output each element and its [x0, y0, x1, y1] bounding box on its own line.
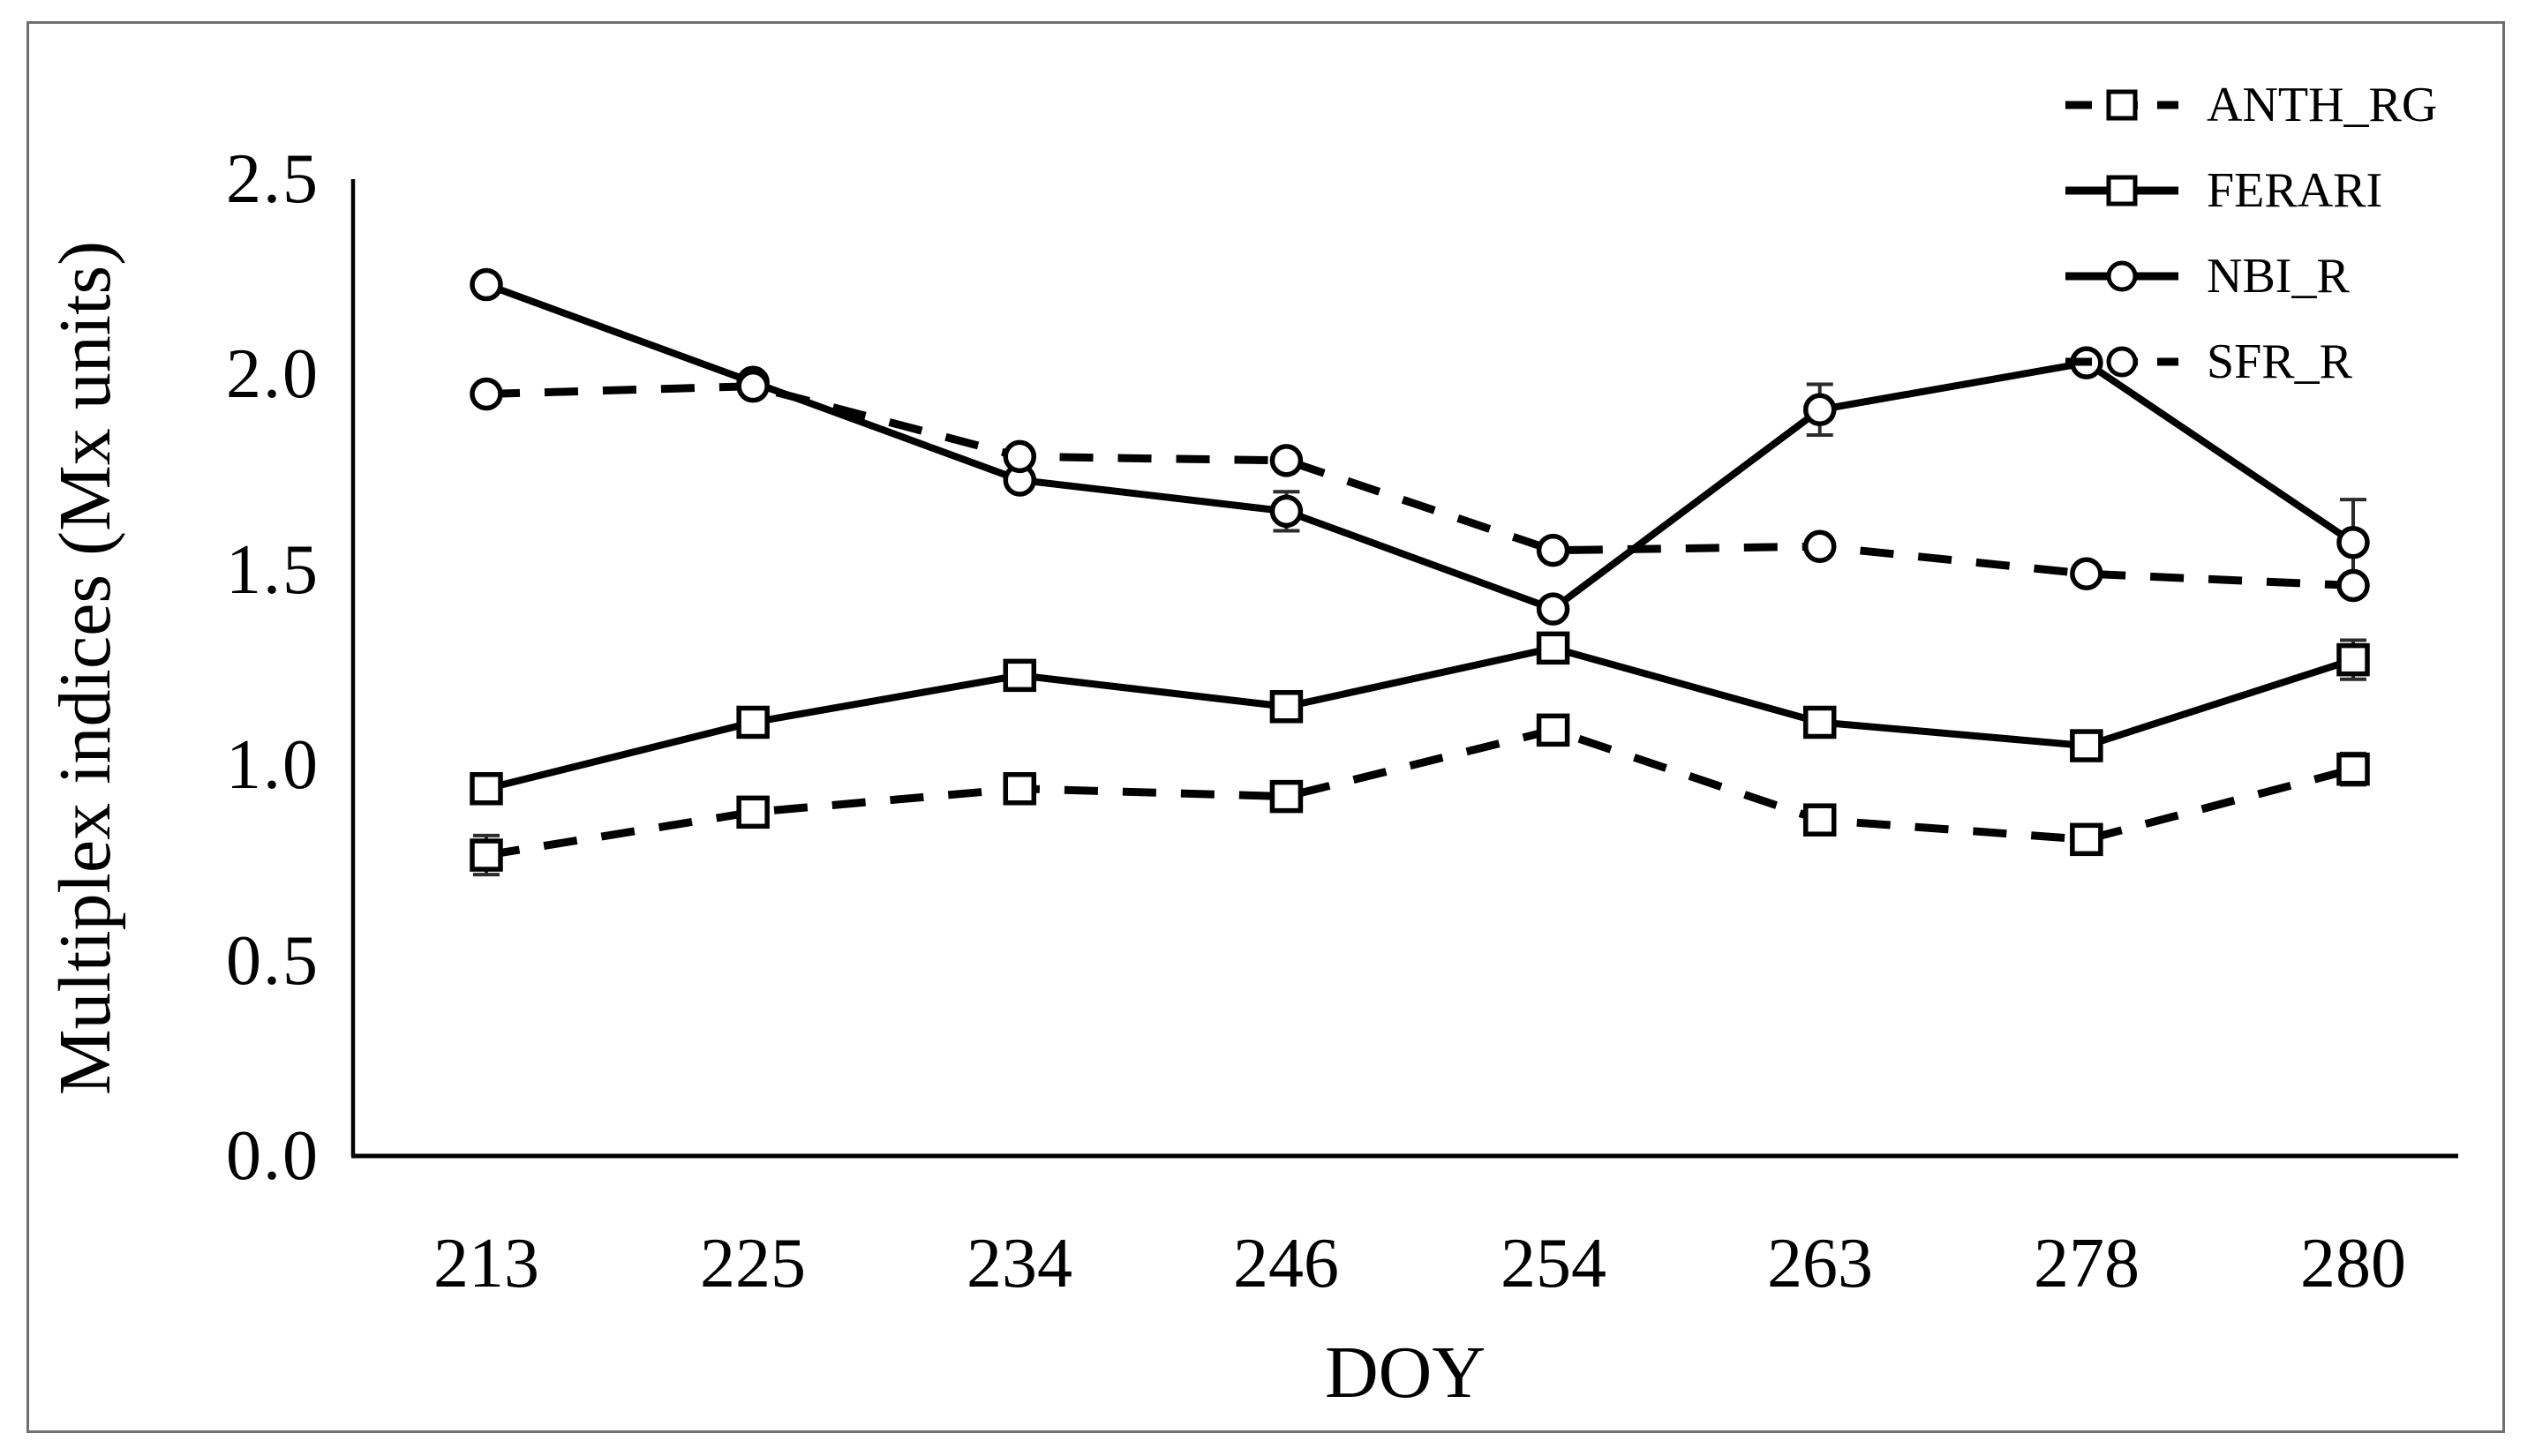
legend-item-anth-rg: ANTH_RG	[2064, 62, 2437, 147]
series-ferari	[470, 631, 2370, 806]
x-tick-label: 263	[1767, 1225, 1873, 1302]
data-point-marker	[470, 772, 503, 806]
y-tick-label: 0.0	[226, 1117, 320, 1195]
legend-line-sample	[2065, 260, 2178, 291]
x-tick-label: 246	[1233, 1225, 1339, 1302]
data-point-marker	[736, 369, 770, 403]
data-point-marker	[1536, 533, 1570, 567]
y-tick-label: 1.0	[226, 726, 320, 804]
data-point-marker	[2336, 568, 2370, 603]
data-point-marker	[2336, 526, 2370, 559]
data-point-marker	[470, 267, 503, 302]
data-point-marker	[1802, 529, 1837, 563]
data-point-marker	[1536, 592, 1570, 626]
data-point-marker	[1536, 631, 1570, 665]
x-tick-label: 278	[2034, 1225, 2140, 1302]
legend: ANTH_RG FERARI NBI_R SFR_R	[2064, 62, 2437, 404]
legend-line-sample	[2065, 175, 2178, 206]
legend-item-sfr-r: SFR_R	[2064, 319, 2437, 404]
y-tick-label: 2.5	[226, 140, 320, 218]
data-point-marker	[2070, 557, 2103, 590]
x-tick-label: 234	[967, 1225, 1072, 1302]
legend-item-ferari: FERARI	[2064, 147, 2437, 233]
legend-label: SFR_R	[2207, 334, 2352, 389]
legend-line-sample	[2065, 89, 2178, 120]
y-tick-label: 0.5	[226, 922, 320, 1000]
data-point-marker	[1269, 779, 1304, 814]
legend-sample-marker	[2106, 175, 2138, 206]
x-tick-label: 280	[2300, 1225, 2406, 1302]
data-point-marker	[2336, 642, 2370, 677]
series-line	[485, 382, 2354, 590]
x-tick-label: 254	[1501, 1225, 1606, 1302]
x-axis-title: DOY	[1325, 1332, 1486, 1414]
data-point-marker	[1802, 393, 1837, 427]
data-point-marker	[2070, 729, 2103, 762]
y-axis-title: Multiplex indices (Mx units)	[44, 240, 126, 1096]
series-line	[485, 725, 2355, 859]
legend-sample-marker	[2106, 260, 2138, 291]
data-point-marker	[1269, 690, 1304, 724]
data-point-marker	[1536, 713, 1570, 747]
data-point-marker	[1269, 444, 1304, 477]
data-point-marker	[1269, 494, 1304, 529]
data-point-marker	[1003, 439, 1037, 474]
x-tick-label: 213	[433, 1225, 539, 1302]
legend-item-nbi-r: NBI_R	[2064, 233, 2437, 319]
data-point-marker	[470, 377, 503, 411]
legend-label: NBI_R	[2207, 248, 2350, 304]
data-point-marker	[2070, 822, 2103, 857]
legend-line-sample	[2065, 346, 2178, 377]
data-point-marker	[1802, 705, 1837, 739]
legend-sample-marker	[2106, 346, 2138, 377]
data-point-marker	[2336, 752, 2370, 786]
series-line	[485, 644, 2355, 792]
data-point-marker	[736, 795, 770, 829]
data-point-marker	[736, 705, 770, 739]
data-point-marker	[470, 838, 503, 872]
x-tick-label: 225	[700, 1225, 806, 1302]
legend-sample-marker	[2106, 89, 2138, 120]
data-point-marker	[1802, 803, 1837, 837]
legend-label: ANTH_RG	[2207, 77, 2438, 132]
y-tick-label: 1.5	[226, 531, 320, 609]
data-point-marker	[1003, 658, 1037, 693]
y-tick-label: 2.0	[226, 335, 320, 413]
data-point-marker	[1003, 772, 1037, 806]
series-sfr-r	[470, 369, 2370, 603]
series-anth-rg	[470, 713, 2370, 877]
legend-label: FERARI	[2207, 162, 2383, 218]
